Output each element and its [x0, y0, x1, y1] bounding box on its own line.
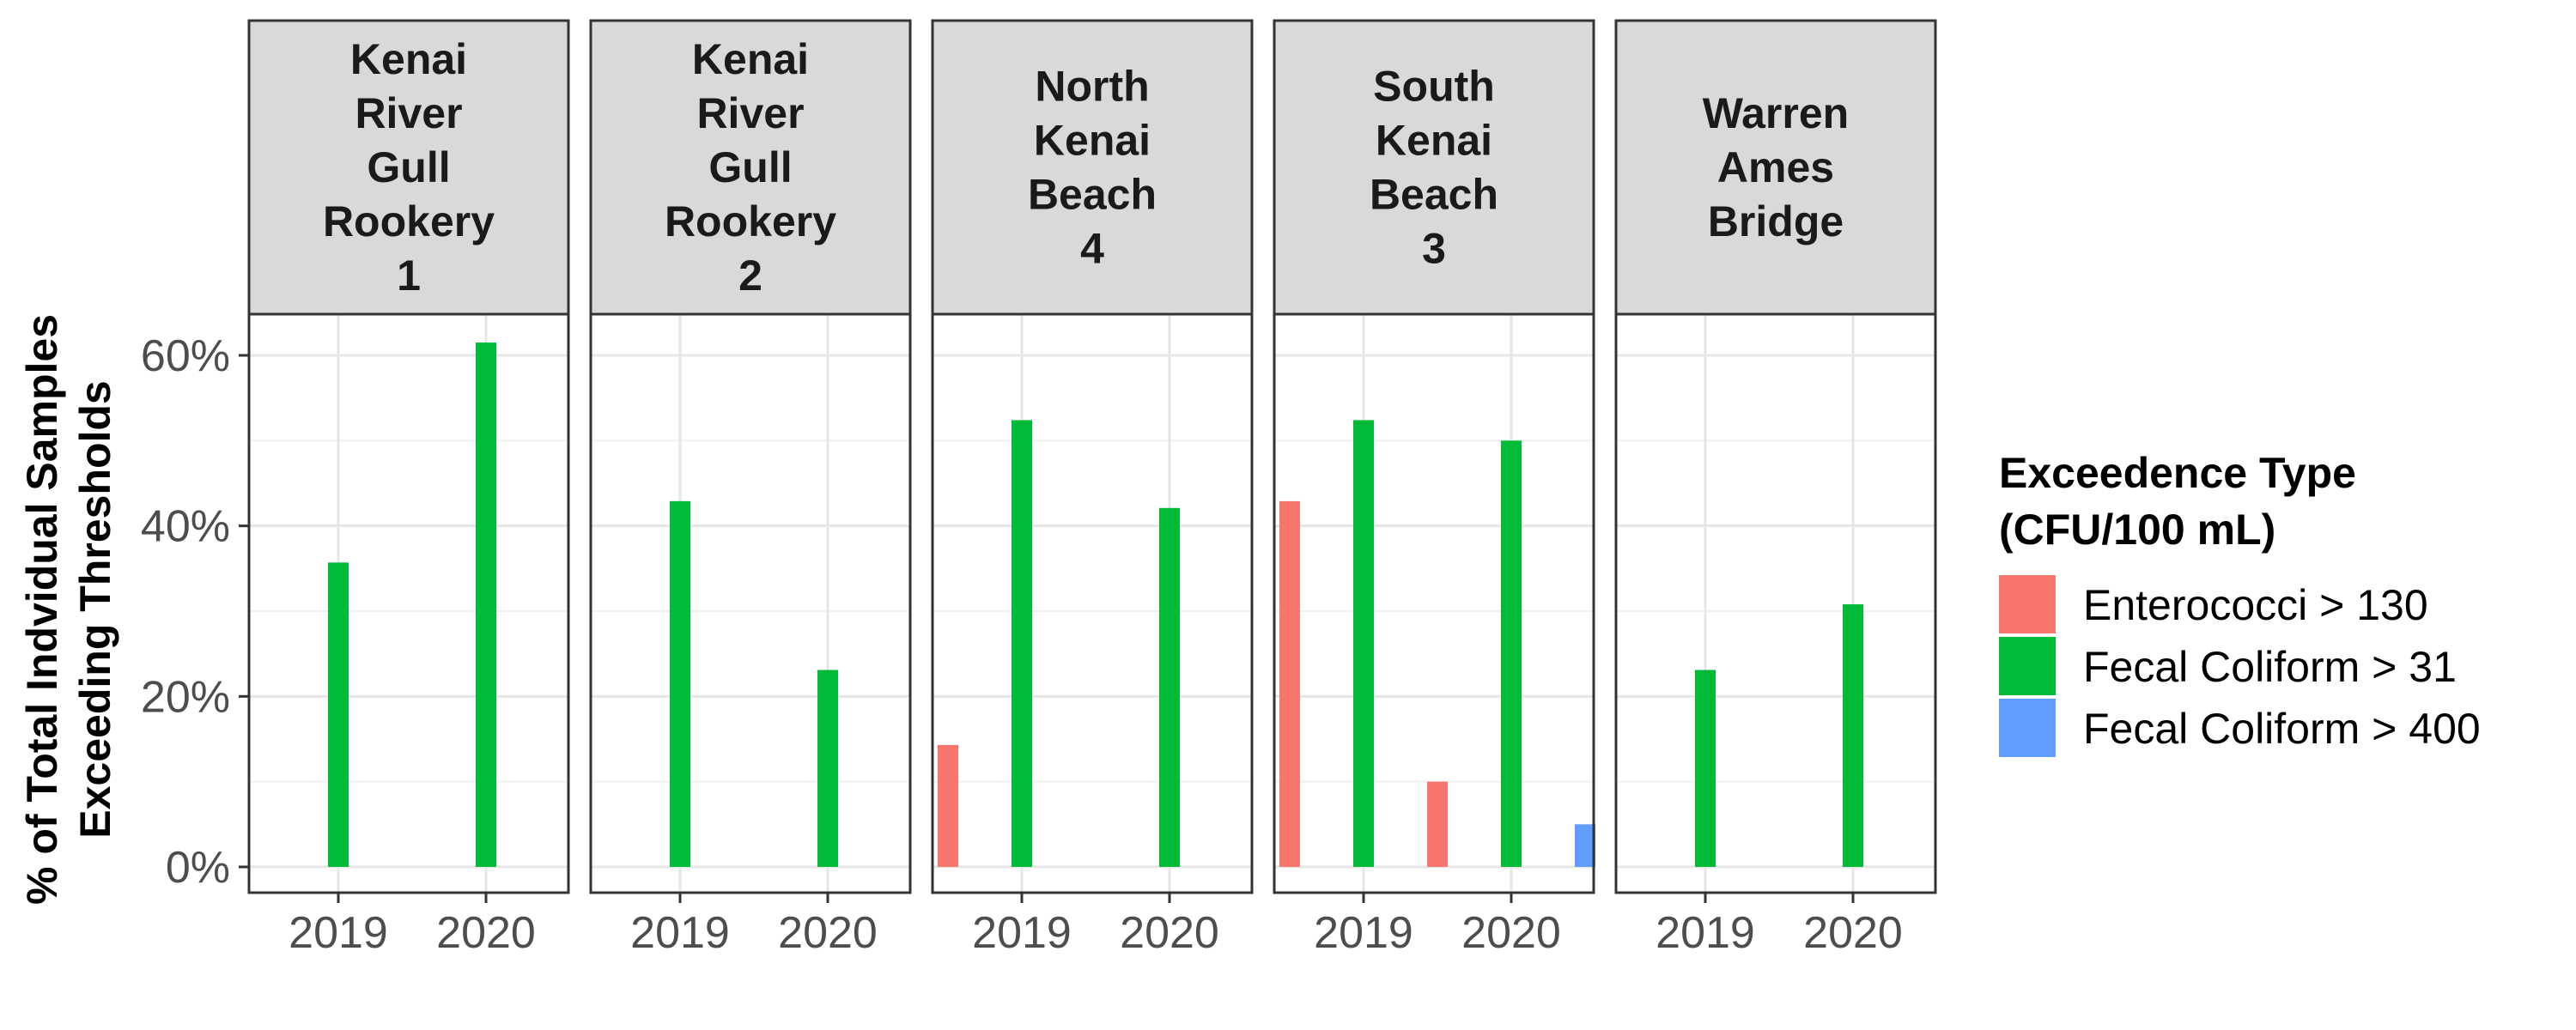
- legend: Exceedence Type (CFU/100 mL) Enterococci >…: [1999, 449, 2481, 757]
- panel-border: [247, 312, 570, 894]
- x-tick-label: 2019: [1314, 908, 1413, 958]
- facet-title-line: Kenai: [692, 35, 809, 83]
- facet-title-line: Rookery: [323, 197, 495, 245]
- facet-title-line: Gull: [367, 143, 450, 191]
- facet-strip: [931, 19, 1254, 316]
- legend-key: [1999, 637, 2056, 695]
- panels: Kenai River Gull Rookery 1 2019 2020 Kenai River…: [247, 19, 1937, 958]
- facet-title-line: 1: [397, 251, 421, 300]
- bar: [1501, 440, 1522, 867]
- facet-panel: Kenai River Gull Rookery 1 2019 2020: [247, 19, 570, 958]
- facet-title-line: Kenai: [1034, 117, 1151, 165]
- bar: [1695, 670, 1716, 867]
- x-tick-label: 2020: [436, 908, 536, 958]
- facet-title-line: Kenai: [350, 35, 467, 83]
- facet-title-line: South: [1373, 63, 1495, 111]
- bar: [1159, 507, 1180, 867]
- facet-title-line: River: [355, 89, 462, 137]
- facet-panel: Warren Ames Bridge 2019 2020: [1614, 19, 1937, 958]
- facet-panel: North Kenai Beach 4 2019 2020: [931, 19, 1254, 958]
- facet-title-line: Rookery: [665, 197, 836, 245]
- facet-title-line: Gull: [708, 143, 792, 191]
- panel-border: [1273, 312, 1595, 894]
- x-tick-label: 2020: [1803, 908, 1903, 958]
- facet-title-line: Warren: [1703, 89, 1849, 137]
- panel-plot-area: [933, 314, 1252, 893]
- bar: [1575, 824, 1595, 867]
- bar: [670, 500, 690, 867]
- legend-title-line: Exceedence Type: [1999, 449, 2356, 497]
- facet-title-line: 3: [1422, 225, 1446, 273]
- y-tick-label: 60%: [141, 331, 230, 381]
- x-tick-label: 2020: [1461, 908, 1561, 958]
- facet-strip: [589, 19, 912, 316]
- facet-panel: South Kenai Beach 3 2019 2020: [1273, 19, 1595, 958]
- facet-strip: [1273, 19, 1595, 316]
- legend-title-line: (CFU/100 mL): [1999, 506, 2275, 554]
- bar: [1279, 500, 1300, 867]
- x-tick-label: 2019: [289, 908, 388, 958]
- facet-title-line: 4: [1080, 225, 1104, 273]
- facet-strip: [1614, 19, 1937, 316]
- facet-title-line: North: [1035, 63, 1149, 111]
- bar: [1843, 604, 1863, 867]
- panel-border: [1614, 312, 1937, 894]
- bar: [328, 562, 349, 867]
- bar: [1427, 781, 1448, 867]
- x-tick-label: 2019: [1656, 908, 1755, 958]
- y-axis-title-line: % of Total Indvidual Samples: [18, 314, 66, 905]
- bar: [817, 670, 838, 867]
- x-tick-label: 2019: [630, 908, 730, 958]
- bar: [476, 342, 496, 868]
- y-tick-label: 0%: [166, 843, 230, 893]
- panel-plot-area: [249, 314, 568, 893]
- facet-title-line: 2: [738, 251, 762, 300]
- x-tick-label: 2020: [1120, 908, 1219, 958]
- bar: [1353, 420, 1374, 867]
- legend-label: Fecal Coliform > 31: [2083, 643, 2457, 691]
- x-tick-label: 2019: [972, 908, 1072, 958]
- legend-key: [1999, 575, 2056, 633]
- bar: [1012, 420, 1032, 867]
- facet-strip: [247, 19, 570, 316]
- facet-title-line: Bridge: [1708, 197, 1844, 245]
- y-axis-title-line: Exceeding Thresholds: [71, 380, 119, 838]
- panel-border: [931, 312, 1254, 894]
- panel-plot-area: [1616, 314, 1935, 893]
- y-tick-label: 20%: [141, 672, 230, 722]
- legend-label: Fecal Coliform > 400: [2083, 705, 2481, 753]
- facet-title-line: Kenai: [1376, 117, 1492, 165]
- facet-title-line: River: [696, 89, 804, 137]
- panel-border: [589, 312, 912, 894]
- y-axis: 0% 20% 40% 60% % of Total Indvidual Samples E…: [18, 314, 249, 905]
- bar: [938, 744, 958, 867]
- facet-title-line: Ames: [1717, 143, 1834, 191]
- legend-label: Enterococci > 130: [2083, 581, 2428, 629]
- facet-title-line: Beach: [1028, 171, 1157, 219]
- legend-key: [1999, 699, 2056, 757]
- panel-plot-area: [591, 314, 910, 893]
- facet-panel: Kenai River Gull Rookery 2 2019 2020: [589, 19, 912, 958]
- y-tick-label: 40%: [141, 502, 230, 552]
- facet-title-line: Beach: [1370, 171, 1498, 219]
- x-tick-label: 2020: [778, 908, 878, 958]
